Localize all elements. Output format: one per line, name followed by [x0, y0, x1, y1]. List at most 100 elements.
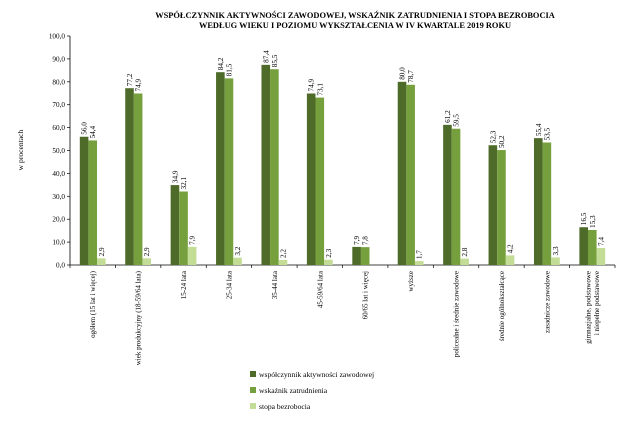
x-tick-label-line: średnie ogólnokształcące: [498, 271, 506, 341]
data-label: 52,3: [489, 130, 497, 143]
bar: [224, 78, 234, 266]
x-tick-label-line: 25-34 lata: [225, 270, 233, 299]
y-tick-label: 100,0: [49, 33, 66, 41]
data-label: 34,9: [171, 170, 179, 183]
data-label: 2,9: [98, 247, 106, 256]
x-tick-label: 15-24 lata: [180, 270, 188, 299]
legend-label: wskaźnik zatrudnienia: [259, 386, 328, 395]
bar: [352, 246, 361, 265]
legend-label: stopa bezrobocia: [259, 402, 311, 411]
chart-subtitle: WEDŁUG WIEKU I POZIOMU WYKSZTAŁCENIA W I…: [199, 21, 511, 30]
bar: [142, 258, 152, 265]
bar: [579, 227, 588, 265]
bar: [497, 150, 506, 265]
legend-swatch: [250, 371, 256, 377]
legend-swatch: [250, 387, 256, 393]
data-label: 2,3: [325, 248, 333, 257]
x-tick-label-line: wyższe: [407, 271, 415, 292]
y-tick-label: 80,0: [52, 78, 65, 86]
data-label: 74,9: [308, 78, 316, 91]
bar: [216, 72, 225, 265]
x-tick-label-line: policealne i średnie zawodowe: [453, 271, 461, 357]
x-tick-label: wyższe: [407, 271, 415, 292]
x-tick-label: 35-44 lata: [271, 270, 279, 299]
bar: [170, 185, 180, 265]
bar: [315, 97, 325, 265]
x-tick-label: 45-59/64 lata: [316, 270, 324, 308]
data-label: 32,1: [180, 177, 188, 190]
x-tick-label: ogółem (15 lat i więcej): [89, 270, 97, 338]
legend: współczynnik aktywności zawodowej wskaźni…: [250, 370, 374, 411]
bar: [406, 84, 415, 265]
bar: [488, 145, 498, 265]
x-tick-label-line: zasadnicze zawodowe: [543, 271, 551, 333]
data-label: 73,1: [316, 83, 324, 96]
data-label: 2,2: [279, 249, 287, 258]
x-tick-label-line: 60/65 lat i więcej: [362, 271, 370, 319]
bar: [460, 258, 469, 265]
bar: [542, 142, 552, 265]
axes: 0,0 10,0 20,0 30,0 40,0 50,0 60,0 70,0 80,0 90,0 1…: [49, 33, 616, 270]
bar: [443, 124, 452, 266]
data-label: 55,4: [535, 123, 543, 136]
data-label: 74,9: [135, 78, 143, 91]
bar: [533, 138, 543, 265]
x-tick-label: zasadnicze zawodowe: [543, 271, 551, 333]
bar: [360, 247, 370, 265]
chart-title: WSPÓŁCZYNNIK AKTYWNOŚCI ZAWODOWEJ, WSKAŹ…: [155, 10, 555, 20]
y-axis-label: w procentach: [16, 129, 25, 170]
bar: [97, 258, 106, 265]
data-label: 53,5: [543, 128, 551, 141]
x-tick-label: gimnazjalne, podstawowei niepełne podsta…: [584, 271, 601, 344]
data-label: 61,2: [444, 110, 452, 123]
bar: [179, 191, 188, 265]
data-label: 7,8: [362, 236, 370, 245]
x-tick-label-line: 35-44 lata: [271, 270, 279, 299]
data-label: 77,2: [126, 73, 134, 86]
bar: [261, 64, 271, 265]
legend-label: współczynnik aktywności zawodowej: [259, 370, 374, 379]
data-label: 59,5: [453, 114, 461, 127]
data-label: 1,7: [416, 250, 424, 259]
x-tick-label-line: i niepełne podstawowe: [593, 271, 601, 335]
data-label: 3,2: [234, 246, 242, 255]
x-tick-label: wiek produkcyjny (18-59/64 lata): [135, 270, 143, 365]
bar: [270, 69, 279, 265]
x-tick-label: średnie ogólnokształcące: [498, 271, 506, 341]
data-label: 7,4: [597, 237, 605, 246]
data-label: 81,5: [225, 63, 233, 76]
data-label: 50,2: [498, 135, 506, 148]
bar: [79, 136, 89, 265]
x-tick-label: 25-34 lata: [225, 270, 233, 299]
y-tick-label: 90,0: [52, 55, 65, 63]
x-tick-label: policealne i średnie zawodowe: [453, 271, 461, 357]
bar: [233, 257, 242, 265]
bar: [397, 81, 407, 265]
bar: [88, 140, 98, 265]
data-label: 85,5: [271, 54, 279, 67]
y-tick-label: 10,0: [52, 239, 65, 247]
data-label: 84,2: [217, 57, 225, 70]
bar: [596, 248, 606, 265]
bar: [451, 128, 461, 265]
data-label: 2,9: [143, 247, 151, 256]
y-tick-label: 20,0: [52, 216, 65, 224]
data-label: 7,9: [353, 236, 361, 245]
x-tick-label-line: ogółem (15 lat i więcej): [89, 270, 97, 338]
y-tick-label: 30,0: [52, 193, 65, 201]
bar: [324, 259, 333, 265]
y-tick-label: 40,0: [52, 170, 65, 178]
x-tick-label-line: 15-24 lata: [180, 270, 188, 299]
bar: [306, 93, 316, 265]
legend-swatch: [250, 403, 256, 409]
bar: [187, 246, 197, 265]
data-label: 87,4: [262, 50, 270, 63]
bar: [505, 255, 515, 265]
data-label: 3,3: [552, 246, 560, 255]
data-label: 7,9: [189, 236, 197, 245]
bar: [551, 257, 560, 265]
data-label: 15,3: [589, 215, 597, 228]
